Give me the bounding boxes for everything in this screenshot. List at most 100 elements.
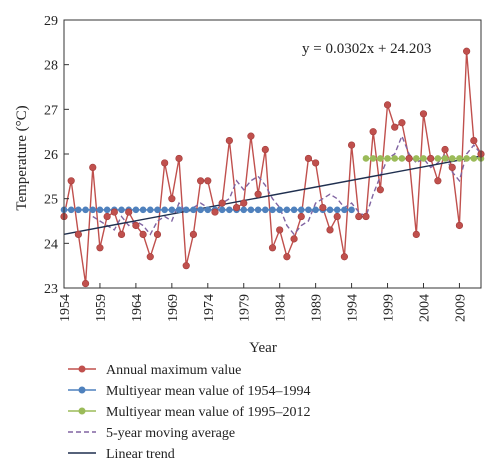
annual-max-point	[197, 177, 205, 185]
legend-label: Linear trend	[106, 447, 175, 462]
x-tick-label: 1969	[166, 294, 181, 322]
annual-max-point	[455, 221, 464, 230]
mean-1995-2012-point	[470, 155, 478, 162]
annual-max-point	[283, 253, 291, 261]
annual-max-point	[412, 230, 420, 238]
mean-1995-2012-point	[463, 155, 470, 162]
annual-max-point	[405, 154, 413, 163]
moving-average-line	[92, 134, 482, 236]
annual-max-point	[182, 262, 190, 270]
annual-max-point	[383, 101, 392, 109]
x-tick-label: 1974	[202, 294, 217, 322]
annual-max-point	[225, 137, 233, 145]
mean-1954-1994-point	[197, 206, 204, 214]
annual-max-point	[132, 221, 140, 230]
annual-max-point	[189, 230, 198, 238]
annual-max-point	[297, 212, 305, 221]
mean-1995-2012-point	[384, 155, 391, 162]
annual-max-point	[398, 119, 406, 127]
annual-max-point	[175, 154, 183, 163]
mean-1954-1994-point	[312, 206, 319, 214]
annual-max-point	[168, 195, 176, 203]
annual-max-point	[74, 230, 82, 238]
mean-1954-1994-point	[269, 206, 276, 214]
annual-max-point	[427, 154, 435, 163]
x-tick-label: 1984	[274, 294, 289, 322]
annual-max-point	[276, 226, 284, 234]
mean-1995-2012-point	[412, 155, 420, 162]
mean-1954-1994-point	[161, 206, 168, 214]
legend-label: Multiyear mean value of 1995–2012	[106, 405, 311, 420]
annual-max-point	[232, 204, 241, 212]
annual-max-point	[355, 212, 363, 221]
x-tick-label: 2004	[417, 294, 432, 322]
mean-1954-1994-point	[146, 206, 154, 214]
annual-max-point	[312, 159, 320, 167]
annual-max-point	[211, 208, 219, 216]
mean-1954-1994-point	[182, 206, 190, 214]
annual-max-point	[254, 190, 262, 198]
annual-max-point	[125, 208, 133, 216]
mean-1995-2012-point	[420, 155, 427, 162]
mean-1954-1994-point	[348, 206, 355, 214]
annual-max-point	[419, 110, 428, 118]
legend-swatch-marker	[78, 365, 86, 373]
mean-1954-1994-point	[333, 206, 341, 214]
annual-max-point	[290, 235, 298, 243]
annual-max-point	[81, 279, 90, 288]
x-tick-label: 1959	[94, 294, 109, 322]
legend-label: 5-year moving average	[106, 426, 235, 441]
annual-max-point	[218, 199, 226, 207]
y-tick-label: 27	[44, 103, 58, 118]
legend-swatch-marker	[78, 386, 86, 394]
annual-max-point	[434, 177, 442, 185]
annual-max-point	[470, 137, 478, 145]
y-tick-label: 25	[44, 193, 58, 208]
x-tick-label: 1989	[310, 294, 325, 322]
annual-max-point	[268, 244, 277, 252]
mean-1954-1994-point	[218, 206, 226, 214]
axes: 23 24 25 26 27 28 29 1954 1959 1964 1969 1974 1979 19…	[44, 14, 482, 322]
annual-max-point	[319, 204, 327, 212]
mean-1995-2012-point	[434, 155, 442, 162]
mean-1995-2012-point	[448, 155, 456, 162]
annual-max-point	[391, 123, 399, 131]
annual-max-point	[333, 212, 341, 221]
mean-1995-2012-point	[377, 155, 384, 162]
x-tick-label: 1999	[382, 294, 397, 322]
annual-max-point	[463, 47, 471, 55]
mean-1954-1994-point	[283, 206, 291, 214]
mean-1954-1994-point	[297, 206, 305, 214]
mean-1954-1994-point	[305, 206, 312, 214]
annual-max-point	[96, 244, 104, 252]
mean-1954-1994-point	[168, 206, 176, 214]
y-axis-title: Temperature (°C)	[14, 105, 30, 210]
annual-max-point	[261, 145, 269, 154]
mean-1954-1994-point	[341, 206, 348, 214]
annual-max-point	[347, 141, 356, 149]
annual-max-point	[240, 199, 248, 207]
annual-max-point	[304, 154, 313, 163]
mean-1954-1994-point	[262, 206, 269, 214]
annual-max-point	[326, 226, 334, 234]
legend-label: Annual maximum value	[106, 363, 241, 378]
annual-max-point	[103, 212, 111, 221]
y-tick-label: 26	[44, 148, 58, 163]
mean-1995-2012-point	[369, 155, 377, 162]
mean-1995-2012-point	[362, 155, 370, 162]
mean-1995-2012-point	[391, 155, 399, 162]
annual-max-point	[340, 253, 348, 261]
annual-max-point	[153, 230, 162, 238]
mean-1954-1994-point	[139, 206, 147, 214]
annual-max-point	[139, 230, 147, 238]
mean-1954-1994-point	[175, 206, 183, 214]
annual-max-point	[146, 253, 154, 261]
annual-max-point	[110, 208, 118, 216]
y-tick-label: 23	[44, 282, 58, 297]
legend: Annual maximum value Multiyear mean value…	[68, 363, 311, 462]
annual-max-point	[204, 177, 212, 185]
x-tick-label: 1954	[58, 294, 73, 322]
y-tick-label: 29	[44, 14, 58, 29]
annual-max-point	[369, 128, 377, 136]
